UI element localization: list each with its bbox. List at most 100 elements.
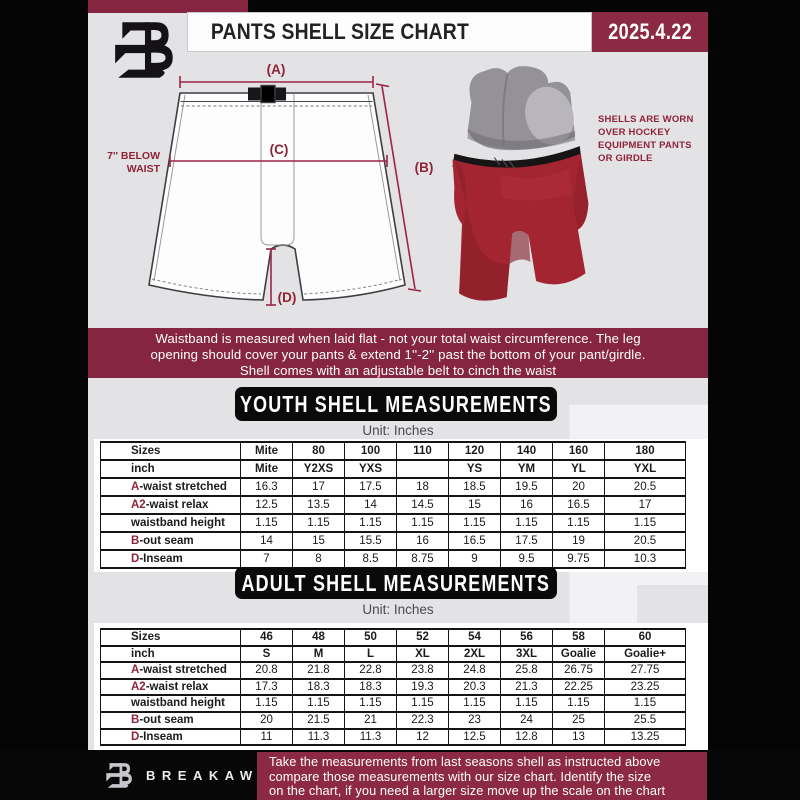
row-label: Sizes bbox=[100, 628, 241, 647]
row-label: A-waist stretched bbox=[100, 661, 241, 680]
table-cell: 1.15 bbox=[396, 694, 449, 713]
title-bar: PANTS SHELL SIZE CHART bbox=[187, 12, 592, 52]
shell-usage-note-line: OR GIRDLE bbox=[598, 153, 653, 164]
table-cell: 120 bbox=[448, 441, 501, 461]
breakaway-logo-icon bbox=[115, 22, 173, 78]
footer: BREAKAWAY Take the measurements from las… bbox=[0, 750, 800, 800]
row-label: B-out seam bbox=[100, 710, 241, 730]
top-maroon-strip bbox=[88, 0, 248, 13]
table-cell: S bbox=[240, 644, 293, 664]
table-cell: 9 bbox=[448, 549, 501, 569]
table-cell: 15.5 bbox=[344, 531, 397, 551]
youth-section-heading: YOUTH SHELL MEASUREMENTS bbox=[235, 387, 557, 421]
footer-instructions: Take the measurements from last seasons … bbox=[257, 752, 707, 800]
adult-table-panel: Sizes 46 48 50 52 54 56 58 60 inch S M L XL 2XL 3XL Goal… bbox=[94, 623, 708, 750]
table-row: D-Inseam 11 11.3 11.3 12 12.5 12.8 13 13.25 bbox=[100, 727, 686, 747]
table-row: B-out seam 14 15 15.5 16 16.5 17.5 19 20.5 bbox=[100, 531, 686, 551]
table-cell: 110 bbox=[396, 441, 449, 461]
shell-usage-note: SHELLS ARE WORN OVER HOCKEY EQUIPMENT PA… bbox=[598, 113, 703, 165]
table-cell: 100 bbox=[344, 441, 397, 461]
table-cell: 20.8 bbox=[240, 661, 293, 680]
breakaway-footer-logo-icon bbox=[106, 763, 132, 788]
table-cell bbox=[396, 459, 449, 479]
table-cell: 3XL bbox=[500, 644, 553, 664]
row-label-prefix: D bbox=[131, 553, 140, 565]
table-cell: 1.15 bbox=[448, 694, 501, 713]
table-cell: 8.75 bbox=[396, 549, 449, 569]
shell-product-illustration bbox=[452, 66, 589, 301]
below-waist-note-line2: WAIST bbox=[127, 163, 161, 175]
table-cell: 13.5 bbox=[292, 495, 345, 515]
table-row: Sizes 46 48 50 52 54 56 58 60 bbox=[100, 628, 686, 647]
row-label-prefix: A2 bbox=[131, 499, 146, 511]
row-label-prefix: B bbox=[131, 713, 140, 726]
table-cell: 17 bbox=[292, 477, 345, 497]
table-row: Sizes Mite 80 100 110 120 140 160 180 bbox=[100, 441, 686, 461]
table-row: B-out seam 20 21.5 21 22.3 23 24 25 25.5 bbox=[100, 710, 686, 730]
table-cell: 16.5 bbox=[448, 531, 501, 551]
table-cell: 20.5 bbox=[604, 531, 686, 551]
table-cell: 20.3 bbox=[448, 677, 501, 697]
table-cell: 16.5 bbox=[552, 495, 605, 515]
row-label: D-Inseam bbox=[100, 549, 241, 569]
table-cell: 13.25 bbox=[604, 727, 686, 747]
youth-unit-label: Unit: Inches bbox=[362, 423, 434, 438]
table-cell: 15 bbox=[292, 531, 345, 551]
table-cell: 54 bbox=[448, 628, 501, 647]
table-cell: 22.3 bbox=[396, 710, 449, 730]
table-cell: Y2XS bbox=[292, 459, 345, 479]
table-cell: 12.8 bbox=[500, 727, 553, 747]
table-cell: 1.15 bbox=[240, 694, 293, 713]
table-cell: 2XL bbox=[448, 644, 501, 664]
table-row: D-Inseam 7 8 8.5 8.75 9 9.5 9.75 10.3 bbox=[100, 549, 686, 569]
table-cell: 13 bbox=[552, 727, 605, 747]
table-cell: 21.8 bbox=[292, 661, 345, 680]
date-text: 2025.4.22 bbox=[608, 19, 692, 44]
table-cell: Goalie+ bbox=[604, 644, 686, 664]
measurement-lines bbox=[169, 76, 422, 306]
table-cell: 25.8 bbox=[500, 661, 553, 680]
table-cell: 18.3 bbox=[344, 677, 397, 697]
table-cell: 16 bbox=[396, 531, 449, 551]
table-cell: 180 bbox=[604, 441, 686, 461]
table-row: inch S M L XL 2XL 3XL Goalie Goalie+ bbox=[100, 644, 686, 664]
table-cell: 1.15 bbox=[292, 513, 345, 533]
table-cell: 1.15 bbox=[552, 513, 605, 533]
row-label-prefix: A bbox=[131, 481, 140, 493]
banner-line: opening should cover your pants & extend… bbox=[150, 346, 646, 362]
below-waist-note-line1: 7'' BELOW bbox=[107, 150, 160, 162]
table-row: A2-waist relax 12.5 13.5 14 14.5 15 16 16.5 17 bbox=[100, 495, 686, 515]
table-cell: 23.8 bbox=[396, 661, 449, 680]
measure-label-a: (A) bbox=[267, 62, 286, 77]
table-cell: 24 bbox=[500, 710, 553, 730]
table-row: inch Mite Y2XS YXS YS YM YL YXL bbox=[100, 459, 686, 479]
table-cell: YXL bbox=[604, 459, 686, 479]
table-cell: YM bbox=[500, 459, 553, 479]
table-cell: 20 bbox=[240, 710, 293, 730]
row-label: waistband height bbox=[100, 513, 241, 533]
lace-detail bbox=[493, 157, 516, 170]
table-row: A-waist stretched 20.8 21.8 22.8 23.8 24.8 25.… bbox=[100, 661, 686, 680]
table-cell: 11.3 bbox=[292, 727, 345, 747]
adult-section-heading-text: ADULT SHELL MEASUREMENTS bbox=[241, 569, 551, 596]
table-cell: 25 bbox=[552, 710, 605, 730]
table-cell: 26.75 bbox=[552, 661, 605, 680]
table-cell: 21 bbox=[344, 710, 397, 730]
row-label: B-out seam bbox=[100, 531, 241, 551]
banner-line: Shell comes with an adjustable belt to c… bbox=[239, 362, 557, 378]
table-cell: 60 bbox=[604, 628, 686, 647]
shorts-measurement-diagram: (A) (C) (B) (D) 7'' BELOW WAIST bbox=[107, 62, 433, 306]
table-cell: 11.3 bbox=[344, 727, 397, 747]
table-cell: 23 bbox=[448, 710, 501, 730]
shorts-outline bbox=[148, 92, 406, 301]
table-row: waistband height 1.15 1.15 1.15 1.15 1.15 1.15… bbox=[100, 694, 686, 713]
table-cell: 1.15 bbox=[448, 513, 501, 533]
table-cell: 46 bbox=[240, 628, 293, 647]
table-cell: 16 bbox=[500, 495, 553, 515]
table-cell: 1.15 bbox=[344, 513, 397, 533]
table-cell: 22.8 bbox=[344, 661, 397, 680]
row-label-prefix: A bbox=[131, 664, 140, 677]
table-cell: 12.5 bbox=[240, 495, 293, 515]
table-cell: 16.3 bbox=[240, 477, 293, 497]
table-cell: 18.3 bbox=[292, 677, 345, 697]
